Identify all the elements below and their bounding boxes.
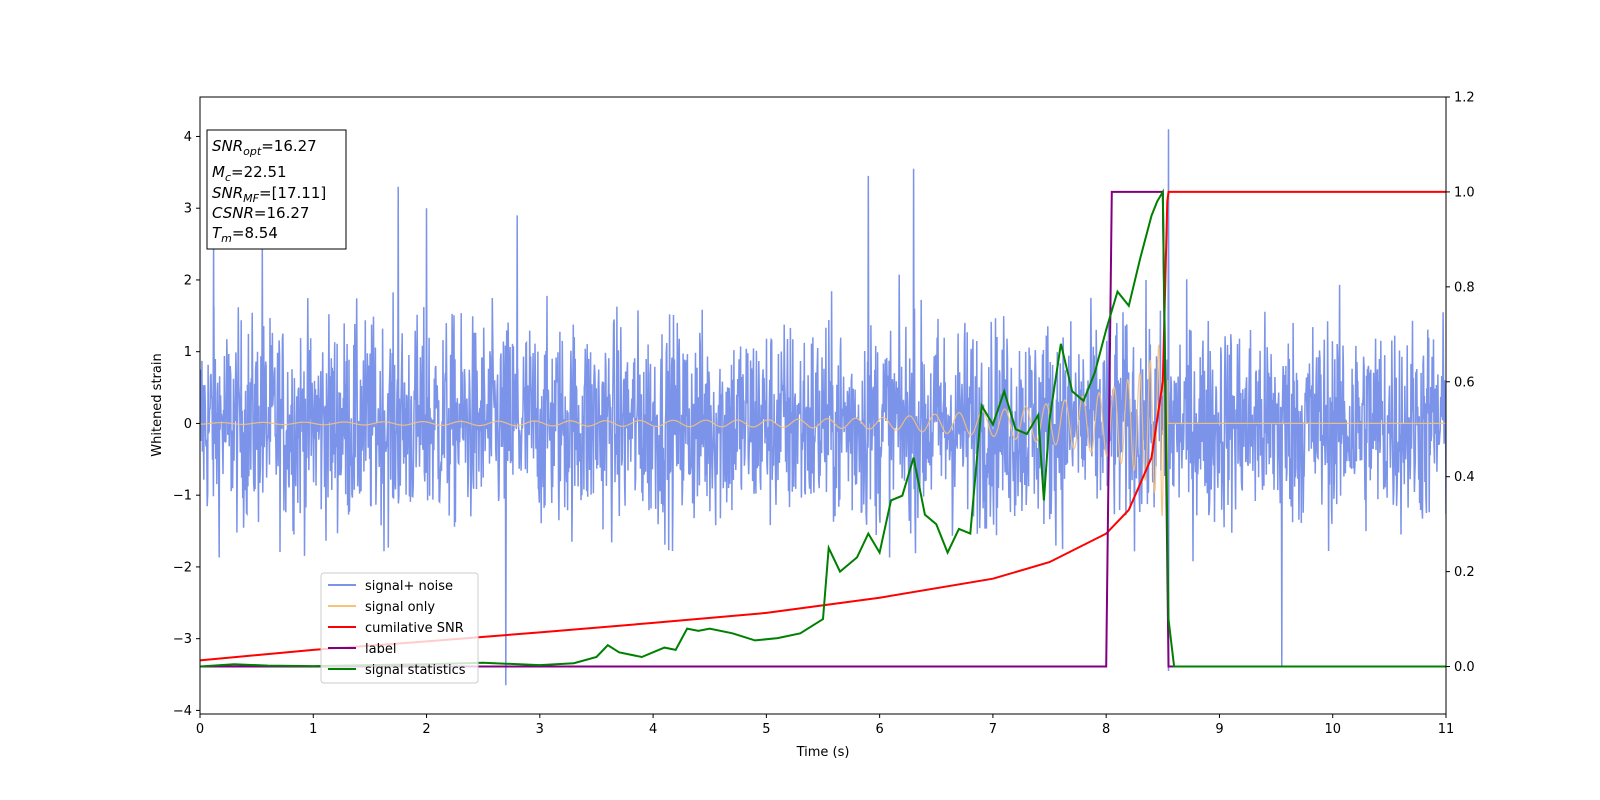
- x-axis-label: Time (s): [796, 745, 850, 760]
- y-right-tick-label: 0.4: [1454, 470, 1475, 485]
- x-tick-label: 3: [536, 722, 544, 737]
- x-tick-label: 7: [989, 722, 997, 737]
- legend-label-label: label: [365, 642, 396, 657]
- legend-label-signal-statistics: signal statistics: [365, 663, 466, 678]
- info-box-frame: [206, 129, 347, 250]
- y-left-tick-label: 2: [184, 273, 192, 288]
- x-tick-label: 10: [1324, 722, 1341, 737]
- info-snr-opt: SNRopt=16.27: [212, 137, 317, 158]
- y-left-tick-label: −3: [173, 632, 192, 647]
- x-tick-label: 11: [1438, 722, 1455, 737]
- legend-frame: [320, 572, 479, 684]
- y-right-tick-label: 0.6: [1454, 375, 1475, 390]
- series-signal-only: [200, 319, 1446, 537]
- y-left-tick-label: 1: [184, 345, 192, 360]
- y-left-tick-label: −4: [173, 704, 192, 719]
- info-snr-mf: SNRMF=[17.11]: [212, 184, 326, 205]
- y-left-tick-label: 0: [184, 417, 192, 432]
- axis-ticks: 0 1 2 3 4 5 6 7 8 9 10 11 −4 −3 −2 −1 0 1 2 3 4 0.0 0.2 0.4 0.6 0…: [173, 91, 1475, 738]
- y-right-tick-label: 1.2: [1454, 91, 1475, 106]
- y-left-tick-label: −2: [173, 560, 192, 575]
- info-tm: Tm=8.54: [212, 224, 278, 245]
- x-tick-label: 9: [1215, 722, 1223, 737]
- legend-label-signal-noise: signal+ noise: [365, 579, 453, 594]
- x-tick-label: 4: [649, 722, 657, 737]
- plot-frame: [199, 96, 1447, 715]
- x-tick-label: 8: [1102, 722, 1110, 737]
- y-left-tick-label: −1: [173, 489, 192, 504]
- y-axis-label: Whitened strain: [150, 353, 165, 456]
- legend-label-cumulative-snr: cumilative SNR: [365, 621, 464, 636]
- y-right-tick-label: 0.2: [1454, 565, 1475, 580]
- y-right-tick-label: 0.8: [1454, 280, 1475, 295]
- y-left-tick-label: 4: [184, 130, 192, 145]
- y-left-tick-label: 3: [184, 202, 192, 217]
- y-right-tick-label: 1.0: [1454, 185, 1475, 200]
- y-right-tick-label: 0.0: [1454, 660, 1475, 675]
- plot-series: [200, 129, 1446, 686]
- x-tick-label: 0: [196, 722, 204, 737]
- legend-label-signal-only: signal only: [365, 600, 435, 615]
- x-tick-label: 1: [309, 722, 317, 737]
- legend: signal+ noise signal only cumilative SNR…: [320, 572, 479, 684]
- x-tick-label: 6: [875, 722, 883, 737]
- info-mc: Mc=22.51: [212, 163, 287, 184]
- x-tick-label: 5: [762, 722, 770, 737]
- info-csnr: CSNR=16.27: [212, 204, 309, 222]
- series-signal-statistics: [200, 188, 1446, 668]
- info-box: SNRopt=16.27 Mc=22.51 SNRMF=[17.11] CSNR…: [206, 129, 347, 250]
- x-tick-label: 2: [422, 722, 430, 737]
